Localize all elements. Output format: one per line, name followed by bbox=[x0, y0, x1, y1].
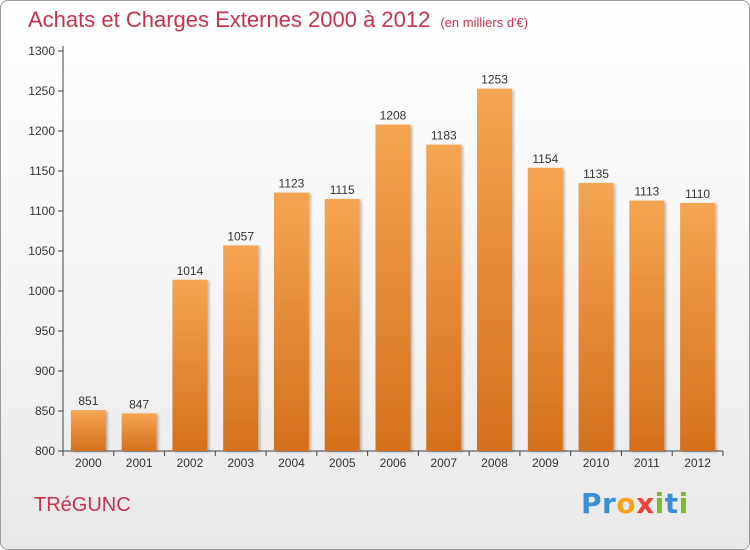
bar bbox=[477, 88, 513, 451]
x-tick-label: 2002 bbox=[177, 456, 204, 470]
bar bbox=[375, 124, 411, 451]
data-label: 1014 bbox=[177, 264, 204, 278]
logo-letter: t bbox=[664, 487, 679, 520]
bar bbox=[324, 199, 360, 451]
bar bbox=[629, 200, 665, 451]
logo-letter: o bbox=[616, 487, 637, 520]
bar bbox=[578, 183, 614, 451]
y-tick-label: 1100 bbox=[29, 204, 55, 218]
data-label: 1135 bbox=[583, 167, 609, 181]
data-label: 1110 bbox=[685, 187, 710, 201]
bar bbox=[172, 279, 208, 451]
x-tick-label: 2006 bbox=[380, 456, 407, 470]
logo-letter: i bbox=[678, 487, 689, 520]
bar bbox=[426, 144, 462, 451]
data-label: 1115 bbox=[330, 183, 355, 197]
bar bbox=[527, 167, 563, 452]
x-tick-label: 2007 bbox=[430, 456, 457, 470]
y-tick-label: 1200 bbox=[28, 124, 55, 138]
data-label: 1057 bbox=[227, 229, 254, 243]
y-tick-label: 850 bbox=[35, 404, 55, 418]
x-tick-label: 2010 bbox=[583, 456, 610, 470]
data-label: 851 bbox=[78, 394, 98, 408]
y-tick-label: 1250 bbox=[28, 84, 55, 98]
data-label: 1208 bbox=[380, 109, 407, 123]
bar bbox=[70, 410, 106, 451]
proxiti-logo: Proxiti bbox=[581, 487, 689, 520]
bar bbox=[223, 245, 259, 451]
y-tick-label: 1150 bbox=[29, 164, 55, 178]
x-tick-label: 2000 bbox=[75, 456, 102, 470]
chart-title: Achats et Charges Externes 2000 à 2012 (e… bbox=[28, 7, 528, 33]
logo-letter: P bbox=[581, 487, 603, 520]
logo-letter: i bbox=[654, 487, 665, 520]
bar bbox=[680, 203, 716, 451]
chart-subtitle: (en milliers d'€) bbox=[440, 15, 529, 30]
data-label: 1113 bbox=[634, 185, 659, 199]
data-label: 847 bbox=[129, 397, 149, 411]
x-tick-label: 2004 bbox=[278, 456, 305, 470]
x-tick-label: 2003 bbox=[227, 456, 254, 470]
y-tick-label: 1300 bbox=[28, 44, 55, 58]
bar bbox=[121, 413, 157, 451]
x-tick-label: 2001 bbox=[126, 456, 153, 470]
logo-letter: x bbox=[636, 487, 655, 520]
chart-title-text: Achats et Charges Externes 2000 à 2012 bbox=[28, 7, 431, 32]
x-tick-label: 2005 bbox=[329, 456, 356, 470]
data-label: 1183 bbox=[431, 129, 457, 143]
data-label: 1123 bbox=[279, 177, 305, 191]
data-label: 1154 bbox=[532, 152, 558, 166]
logo-letter: r bbox=[602, 487, 617, 520]
y-tick-label: 800 bbox=[35, 444, 55, 458]
bar bbox=[273, 192, 309, 451]
x-tick-label: 2011 bbox=[634, 456, 660, 470]
y-tick-label: 1000 bbox=[28, 284, 55, 298]
x-tick-label: 2009 bbox=[532, 456, 559, 470]
y-tick-label: 900 bbox=[35, 364, 55, 378]
x-tick-label: 2012 bbox=[684, 456, 711, 470]
data-label: 1253 bbox=[481, 73, 508, 87]
commune-name: TRéGUNC bbox=[34, 494, 131, 516]
y-tick-label: 950 bbox=[35, 324, 55, 338]
x-tick-label: 2008 bbox=[481, 456, 508, 470]
y-tick-label: 1050 bbox=[28, 244, 55, 258]
